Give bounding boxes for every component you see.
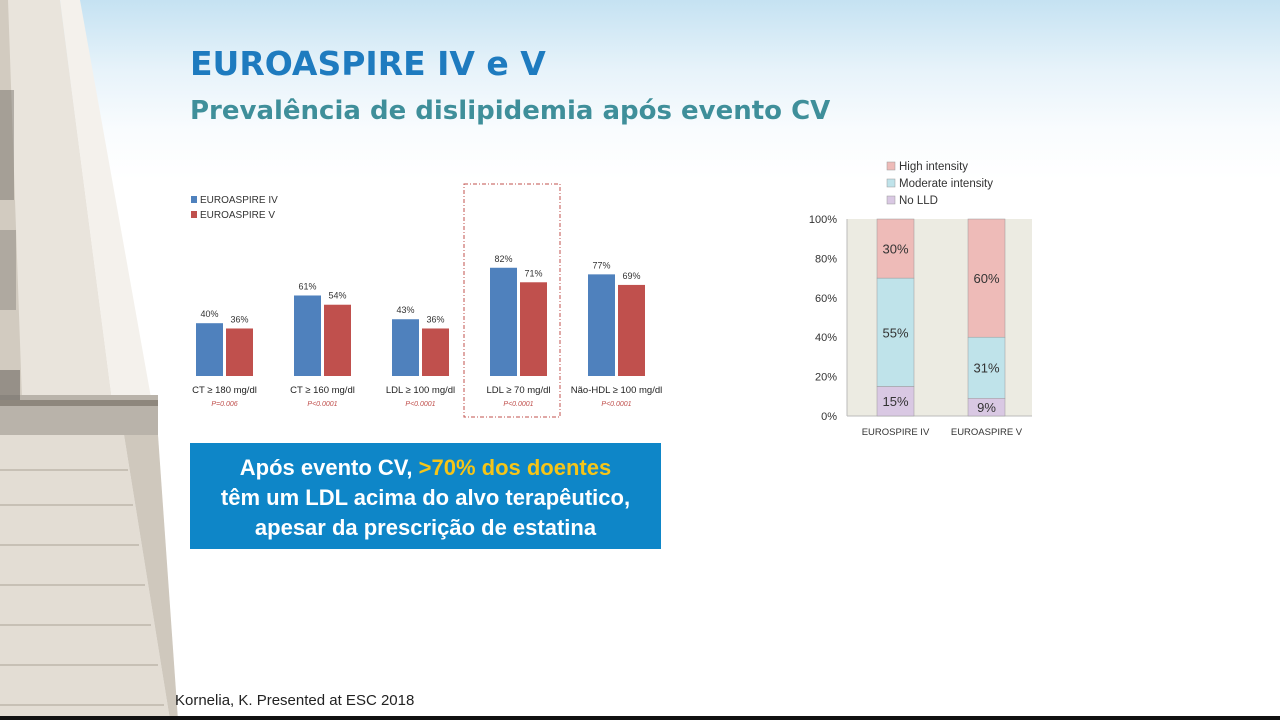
- data-label-2-3: 36%: [426, 314, 444, 324]
- y-tick-label-1: 0%: [821, 411, 837, 423]
- segment-label-2-1: 9%: [977, 400, 996, 415]
- legend-label-2: Moderate intensity: [899, 178, 993, 190]
- bar-2-2: [324, 304, 351, 376]
- category-label-2: EUROASPIRE V: [951, 427, 1023, 438]
- citation: Kornelia, K. Presented at ESC 2018: [175, 692, 415, 709]
- callout-line-1-plain: Após evento CV,: [239, 455, 419, 480]
- bar-1-4: [490, 267, 517, 376]
- p-value-1: P=0.006: [211, 401, 237, 408]
- data-label-1-4: 82%: [494, 254, 512, 264]
- category-label-5: Não-HDL ≥ 100 mg/dl: [571, 385, 662, 396]
- legend-swatch-2: [191, 211, 197, 218]
- segment-1-1: [876, 386, 915, 417]
- y-tick-label-6: 100%: [809, 214, 837, 226]
- legend-label-1: EUROASPIRE IV: [200, 195, 278, 206]
- legend-label-1: High intensity: [899, 161, 968, 173]
- slide-title: EUROASPIRE IV e V: [190, 44, 546, 83]
- key-message-callout: Após evento CV, >70% dos doentes têm um …: [190, 443, 661, 549]
- legend-swatch-1: [886, 161, 896, 171]
- p-value-2: P<0.0001: [307, 401, 337, 408]
- callout-line-1: Após evento CV, >70% dos doentes: [190, 453, 661, 483]
- segment-label-2-3: 60%: [973, 271, 999, 286]
- category-label-4: LDL ≥ 70 mg/dl: [486, 385, 550, 396]
- data-label-1-3: 43%: [396, 305, 414, 315]
- y-tick-label-4: 60%: [815, 293, 837, 305]
- segment-1-2: [876, 277, 915, 387]
- segment-label-1-1: 15%: [882, 394, 908, 409]
- segment-1-3: [876, 218, 915, 279]
- legend-label-3: No LLD: [899, 195, 938, 207]
- highlight-box: [463, 183, 561, 418]
- data-label-1-2: 61%: [298, 281, 316, 291]
- p-value-4: P<0.0001: [503, 401, 533, 408]
- bottom-strip: [0, 716, 1280, 720]
- callout-line-3: apesar da prescrição de estatina: [254, 515, 597, 540]
- segment-2-2: [967, 336, 1006, 399]
- category-label-1: EUROSPIRE IV: [862, 427, 930, 438]
- segment-label-2-2: 31%: [973, 361, 999, 376]
- bar-1-3: [392, 319, 419, 376]
- legend-swatch-2: [886, 178, 896, 188]
- bar-1-1: [196, 323, 223, 376]
- bar-2-4: [520, 282, 547, 376]
- p-value-5: P<0.0001: [601, 401, 631, 408]
- callout-line-2: têm um LDL acima do alvo terapêutico,: [220, 485, 631, 510]
- legend-swatch-1: [191, 196, 197, 203]
- bar-1-2: [294, 295, 321, 376]
- bar-2-5: [618, 284, 645, 376]
- lipid-therapy-stacked-chart: High intensity Moderate intensity No LLD 0%…: [809, 161, 1032, 438]
- data-label-2-5: 69%: [622, 271, 640, 281]
- category-label-1: CT ≥ 180 mg/dl: [192, 385, 257, 396]
- slide-subtitle: Prevalência de dislipidemia após evento …: [190, 96, 831, 126]
- data-label-1-5: 77%: [592, 260, 610, 270]
- data-label-1-1: 40%: [200, 309, 218, 319]
- legend-label-2: EUROASPIRE V: [200, 210, 275, 221]
- y-tick-label-2: 20%: [815, 372, 837, 384]
- legend-swatch-3: [886, 195, 896, 205]
- bar-2-3: [422, 328, 449, 376]
- y-tick-label-3: 40%: [815, 332, 837, 344]
- p-value-3: P<0.0001: [405, 401, 435, 408]
- y-tick-label-5: 80%: [815, 253, 837, 265]
- building-background-image: [0, 0, 178, 720]
- category-label-3: LDL ≥ 100 mg/dl: [386, 385, 455, 396]
- dyslipidemia-bar-chart: EUROASPIRE IV EUROASPIRE V 40% 36% CT ≥ 180 …: [191, 183, 662, 418]
- data-label-2-1: 36%: [230, 314, 248, 324]
- category-label-2: CT ≥ 160 mg/dl: [290, 385, 355, 396]
- segment-label-1-3: 30%: [882, 242, 908, 257]
- bar-2-1: [226, 328, 253, 376]
- data-label-2-2: 54%: [328, 291, 346, 301]
- bar-1-5: [588, 274, 615, 376]
- segment-label-1-2: 55%: [882, 325, 908, 340]
- data-label-2-4: 71%: [524, 268, 542, 278]
- segment-2-3: [967, 218, 1006, 338]
- callout-highlight: >70% dos doentes: [418, 455, 612, 480]
